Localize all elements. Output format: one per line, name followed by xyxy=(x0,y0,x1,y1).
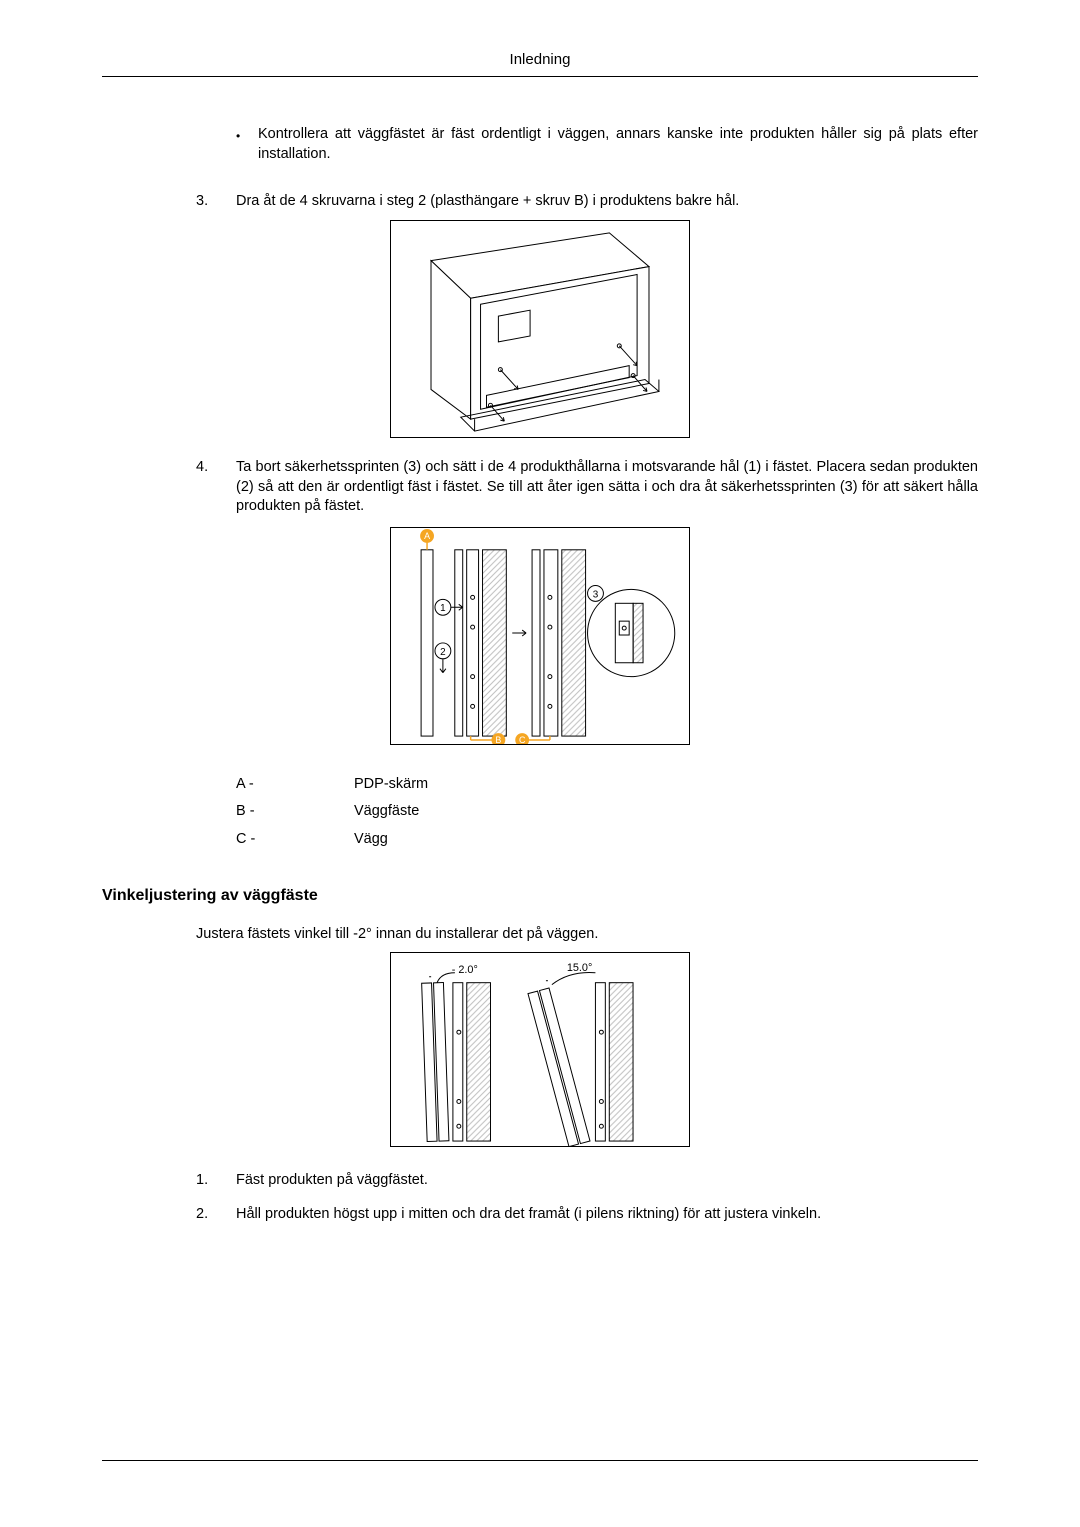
marker-b-label: B xyxy=(495,735,501,745)
numbered-list-a: 3. Dra åt de 4 skruvarna i steg 2 (plast… xyxy=(102,192,978,212)
figure-wall-mount-insert: A B C 1 2 3 xyxy=(390,527,690,745)
step-text: Ta bort säkerhetssprinten (3) och sätt i… xyxy=(236,458,978,517)
list-item: 3. Dra åt de 4 skruvarna i steg 2 (plast… xyxy=(196,192,978,212)
list-item: 1. Fäst produkten på väggfästet. xyxy=(196,1171,978,1191)
marker-c-label: C xyxy=(519,735,526,745)
step-number: 3. xyxy=(196,192,236,212)
step-number: 4. xyxy=(196,458,236,517)
list-item: 4. Ta bort säkerhetssprinten (3) och sät… xyxy=(196,458,978,517)
legend-val: Väggfäste xyxy=(354,802,978,822)
angle-intro: Justera fästets vinkel till -2° innan du… xyxy=(102,925,978,945)
legend: A - PDP-skärm B - Väggfäste C - Vägg xyxy=(102,775,978,850)
legend-key: A - xyxy=(236,775,354,795)
callout-2: 2 xyxy=(440,646,446,657)
section-title: Vinkeljustering av väggfäste xyxy=(102,885,978,907)
bullet-item: • Kontrollera att väggfästet är fäst ord… xyxy=(236,125,978,164)
list-item: 2. Håll produkten högst upp i mitten och… xyxy=(196,1205,978,1225)
bullet-text: Kontrollera att väggfästet är fäst orden… xyxy=(258,125,978,164)
figure-angle-adjust: - 2.0° 15.0° xyxy=(390,952,690,1147)
legend-row: C - Vägg xyxy=(236,830,978,850)
legend-key: C - xyxy=(236,830,354,850)
angle-left-label: - 2.0° xyxy=(452,964,478,976)
legend-row: B - Väggfäste xyxy=(236,802,978,822)
legend-val: Vägg xyxy=(354,830,978,850)
step-text: Håll produkten högst upp i mitten och dr… xyxy=(236,1205,978,1225)
legend-row: A - PDP-skärm xyxy=(236,775,978,795)
header-title: Inledning xyxy=(510,51,571,68)
footer-divider xyxy=(102,1460,978,1461)
legend-val: PDP-skärm xyxy=(354,775,978,795)
step-text: Fäst produkten på väggfästet. xyxy=(236,1171,978,1191)
step-number: 1. xyxy=(196,1171,236,1191)
callout-1: 1 xyxy=(440,603,446,614)
page-header: Inledning xyxy=(102,50,978,77)
angle-right-label: 15.0° xyxy=(567,962,593,974)
legend-key: B - xyxy=(236,802,354,822)
numbered-list-b: 1. Fäst produkten på väggfästet. 2. Håll… xyxy=(102,1171,978,1224)
numbered-list-a2: 4. Ta bort säkerhetssprinten (3) och sät… xyxy=(102,458,978,517)
step-number: 2. xyxy=(196,1205,236,1225)
bullet-mark: • xyxy=(236,125,258,164)
step-text: Dra åt de 4 skruvarna i steg 2 (plasthän… xyxy=(236,192,978,212)
bullet-list: • Kontrollera att väggfästet är fäst ord… xyxy=(102,125,978,164)
callout-3: 3 xyxy=(593,589,599,600)
figure-screw-mount xyxy=(390,220,690,438)
marker-a-label: A xyxy=(424,531,430,541)
